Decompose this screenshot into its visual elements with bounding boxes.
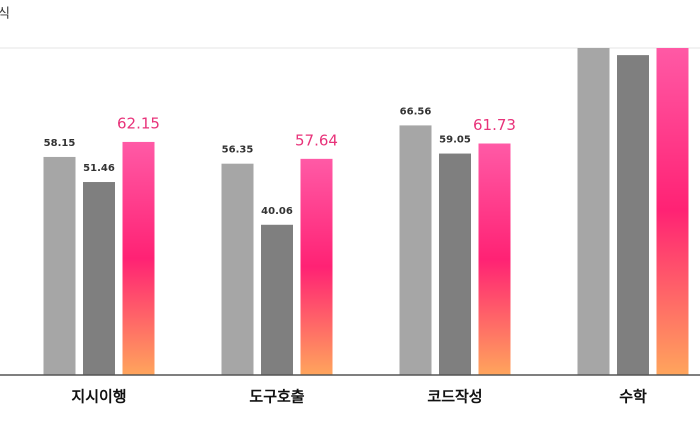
value-label: 51.46	[83, 163, 115, 174]
value-label: 40.06	[261, 206, 293, 217]
value-label: 62.15	[117, 114, 160, 132]
chart-title: 식	[0, 7, 10, 22]
bar	[478, 143, 511, 375]
value-label: 59.05	[439, 135, 471, 146]
bar	[300, 158, 333, 375]
bar	[577, 48, 610, 375]
bar	[221, 163, 254, 375]
bar	[399, 125, 432, 375]
value-label: 61.73	[473, 116, 516, 134]
value-label: 66.56	[400, 106, 432, 117]
x-tick-label: 도구호출	[249, 388, 304, 406]
plot-area	[43, 48, 689, 375]
x-tick-label: 코드작성	[427, 388, 482, 406]
bar	[656, 48, 689, 375]
x-tick-label: 수학	[619, 388, 647, 406]
bar	[83, 182, 115, 375]
bar	[261, 224, 293, 375]
bar	[43, 156, 76, 375]
bar	[122, 141, 155, 375]
bar	[439, 153, 471, 375]
bar	[617, 55, 649, 375]
value-label: 58.15	[44, 138, 76, 149]
value-label: 57.64	[295, 131, 338, 149]
x-tick-label: 지시이행	[71, 388, 126, 406]
value-label: 56.35	[222, 145, 254, 156]
